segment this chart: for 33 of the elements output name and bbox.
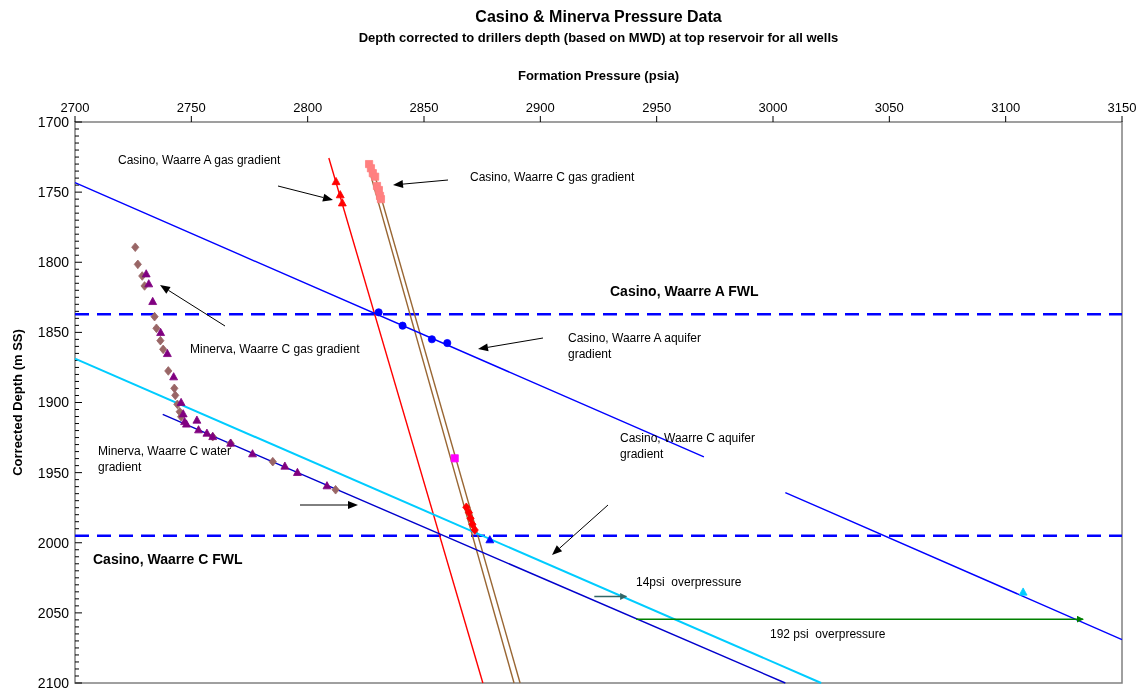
x-tick-label: 2800 <box>293 100 323 115</box>
x-tick-label: 2750 <box>176 100 206 115</box>
annotation: Casino, Waarre C aquifer gradient <box>620 431 755 461</box>
chart-title: Casino & Minerva Pressure Data <box>475 8 722 25</box>
y-tick-label: 2050 <box>37 604 70 621</box>
ref-line-label: Casino, Waarre C FWL <box>93 550 244 567</box>
y-tick-label: 2000 <box>37 534 70 551</box>
x-tick-label: 2950 <box>642 100 672 115</box>
chart-subtitle: Depth corrected to drillers depth (based on MWD) at top reservoir for all wells <box>358 30 839 45</box>
x-tick-label: 2850 <box>409 100 439 115</box>
y-tick-label: 1850 <box>37 324 70 341</box>
x-axis-title: Formation Pressure (psia) <box>517 68 680 83</box>
x-tick-label: 3150 <box>1107 100 1137 115</box>
x-tick-label: 2900 <box>525 100 555 115</box>
annotation: Minerva, Waarre C water gradient <box>98 444 231 474</box>
annotation: Casino, Waarre C gas gradient <box>470 170 635 184</box>
annotation: Casino, Waarre A gas gradient <box>118 153 281 167</box>
x-tick-label: 3050 <box>874 100 904 115</box>
annotation: 192 psi overpressure <box>770 627 886 641</box>
y-tick-label: 1900 <box>37 394 70 411</box>
y-axis-title: Corrected Depth (m SS) <box>10 329 25 476</box>
y-tick-label: 1800 <box>37 254 70 271</box>
x-tick-label: 2700 <box>60 100 90 115</box>
y-tick-label: 1950 <box>37 464 70 481</box>
y-tick-label: 1700 <box>37 113 70 130</box>
annotation: Minerva, Waarre C gas gradient <box>190 342 361 356</box>
x-tick-label: 3100 <box>991 100 1021 115</box>
ref-line-label: Casino, Waarre A FWL <box>610 283 760 300</box>
y-tick-label: 2100 <box>37 674 70 690</box>
annotation: Casino, Waarre A aquifer gradient <box>568 331 701 361</box>
annotation: 14psi overpressure <box>636 575 742 589</box>
x-tick-label: 3000 <box>758 100 788 115</box>
y-tick-label: 1750 <box>37 184 70 201</box>
